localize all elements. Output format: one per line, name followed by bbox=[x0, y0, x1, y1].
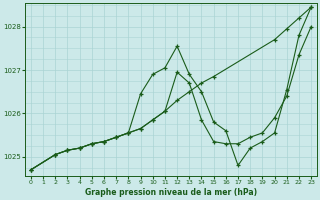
X-axis label: Graphe pression niveau de la mer (hPa): Graphe pression niveau de la mer (hPa) bbox=[85, 188, 257, 197]
